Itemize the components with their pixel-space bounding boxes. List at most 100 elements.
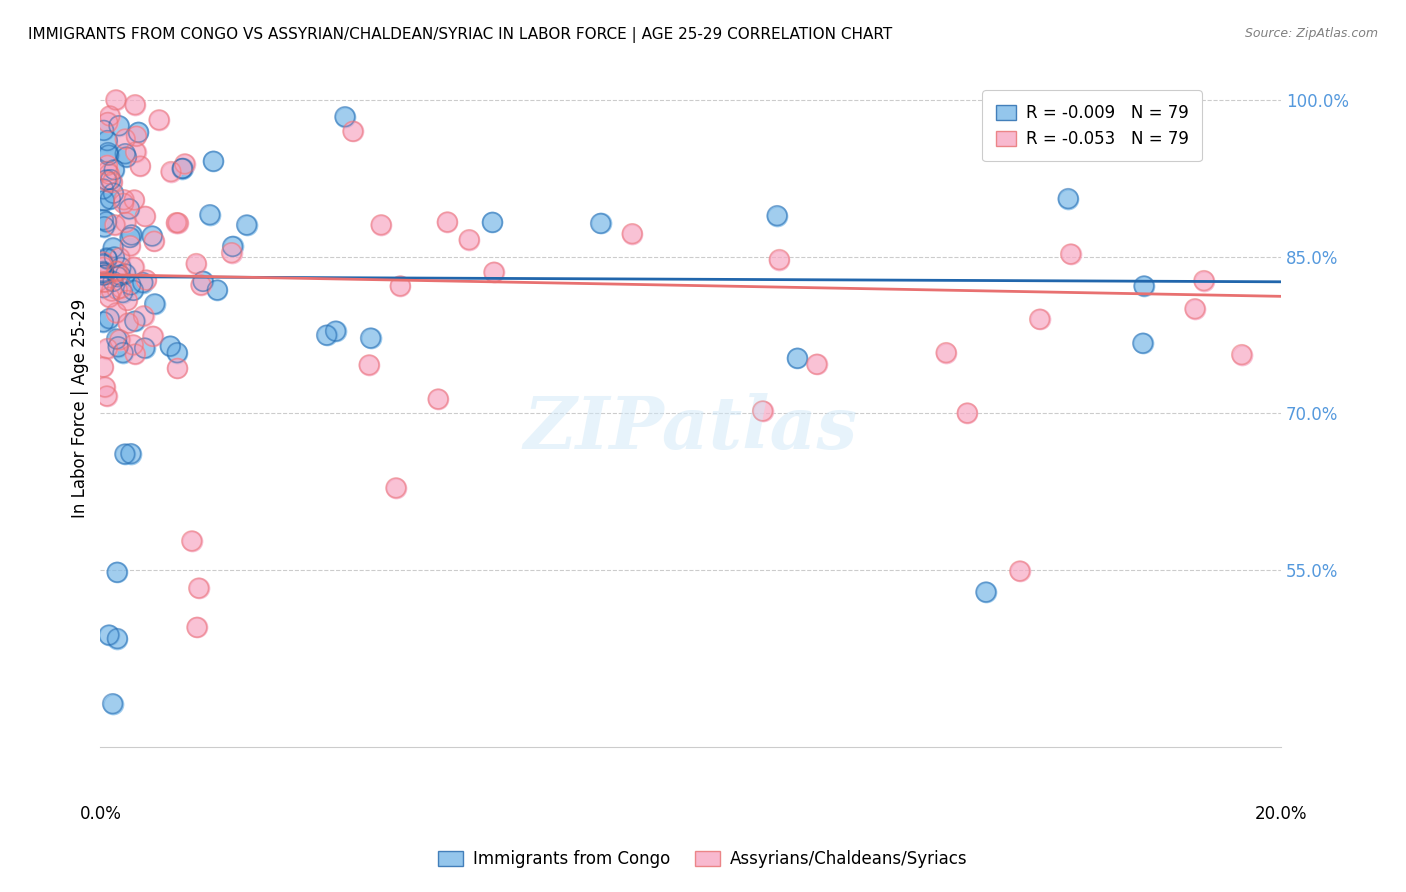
Point xyxy=(94,275,117,289)
Point xyxy=(114,215,136,229)
Point xyxy=(160,164,183,178)
Point xyxy=(481,215,503,229)
Point xyxy=(143,234,166,248)
Point xyxy=(132,309,155,323)
Point xyxy=(114,132,136,146)
Point xyxy=(806,357,828,371)
Point xyxy=(97,115,120,129)
Point xyxy=(342,124,364,138)
Point xyxy=(370,218,392,232)
Point xyxy=(124,347,146,361)
Point xyxy=(91,280,114,294)
Point xyxy=(105,332,128,346)
Point xyxy=(172,161,194,176)
Point xyxy=(96,342,118,356)
Point xyxy=(93,194,115,208)
Point xyxy=(148,112,170,127)
Point xyxy=(221,239,243,253)
Point xyxy=(91,275,114,289)
Point xyxy=(121,227,143,242)
Point xyxy=(100,192,122,206)
Point xyxy=(91,212,114,227)
Point xyxy=(117,316,139,330)
Point xyxy=(111,285,134,300)
Point xyxy=(124,145,146,159)
Point xyxy=(221,245,243,260)
Point xyxy=(118,230,141,244)
Point xyxy=(91,256,114,270)
Text: Source: ZipAtlas.com: Source: ZipAtlas.com xyxy=(1244,27,1378,40)
Point xyxy=(101,697,124,711)
Point xyxy=(108,268,131,282)
Point xyxy=(114,267,136,281)
Point xyxy=(122,260,145,275)
Point xyxy=(436,215,458,229)
Point xyxy=(159,339,181,353)
Point xyxy=(105,632,128,646)
Point xyxy=(91,258,114,272)
Point xyxy=(1008,564,1031,578)
Point xyxy=(96,134,118,148)
Point xyxy=(482,265,505,279)
Point xyxy=(207,283,229,297)
Point xyxy=(103,250,125,264)
Point xyxy=(167,216,190,230)
Point xyxy=(173,157,195,171)
Point xyxy=(1059,247,1081,261)
Point xyxy=(935,345,957,359)
Point xyxy=(98,311,121,326)
Point xyxy=(427,392,450,406)
Point xyxy=(766,209,789,223)
Point xyxy=(134,210,156,224)
Point xyxy=(91,266,114,280)
Point xyxy=(333,110,356,124)
Point xyxy=(93,266,115,280)
Point xyxy=(94,380,117,394)
Point xyxy=(98,109,121,123)
Point xyxy=(91,268,114,283)
Point xyxy=(768,252,790,267)
Point xyxy=(129,159,152,173)
Point xyxy=(1132,336,1154,351)
Point xyxy=(786,351,808,366)
Point xyxy=(97,145,120,160)
Point xyxy=(112,196,135,211)
Point xyxy=(159,339,181,353)
Point xyxy=(122,260,145,275)
Point xyxy=(96,389,118,403)
Point xyxy=(115,293,138,308)
Point xyxy=(621,227,644,241)
Point xyxy=(107,340,129,354)
Point xyxy=(101,697,124,711)
Point xyxy=(1184,301,1206,316)
Point xyxy=(621,227,644,241)
Point xyxy=(122,284,145,298)
Point xyxy=(101,176,124,190)
Point xyxy=(134,341,156,355)
Point xyxy=(385,481,408,495)
Legend: Immigrants from Congo, Assyrians/Chaldeans/Syriacs: Immigrants from Congo, Assyrians/Chaldea… xyxy=(432,844,974,875)
Point xyxy=(107,269,129,284)
Point xyxy=(166,345,188,359)
Point xyxy=(100,284,122,298)
Point xyxy=(1059,247,1081,261)
Point xyxy=(360,331,382,345)
Point xyxy=(114,267,136,281)
Text: 0.0%: 0.0% xyxy=(79,805,121,822)
Point xyxy=(101,241,124,255)
Point xyxy=(751,404,773,418)
Point xyxy=(124,314,146,328)
Point xyxy=(91,315,114,329)
Point xyxy=(96,215,118,229)
Point xyxy=(121,227,143,242)
Point xyxy=(103,162,125,177)
Point xyxy=(104,93,127,107)
Point xyxy=(98,167,121,181)
Point xyxy=(333,110,356,124)
Point xyxy=(127,125,149,139)
Point xyxy=(127,125,149,139)
Point xyxy=(167,216,190,230)
Point xyxy=(187,581,209,595)
Point xyxy=(166,361,188,376)
Point xyxy=(91,264,114,278)
